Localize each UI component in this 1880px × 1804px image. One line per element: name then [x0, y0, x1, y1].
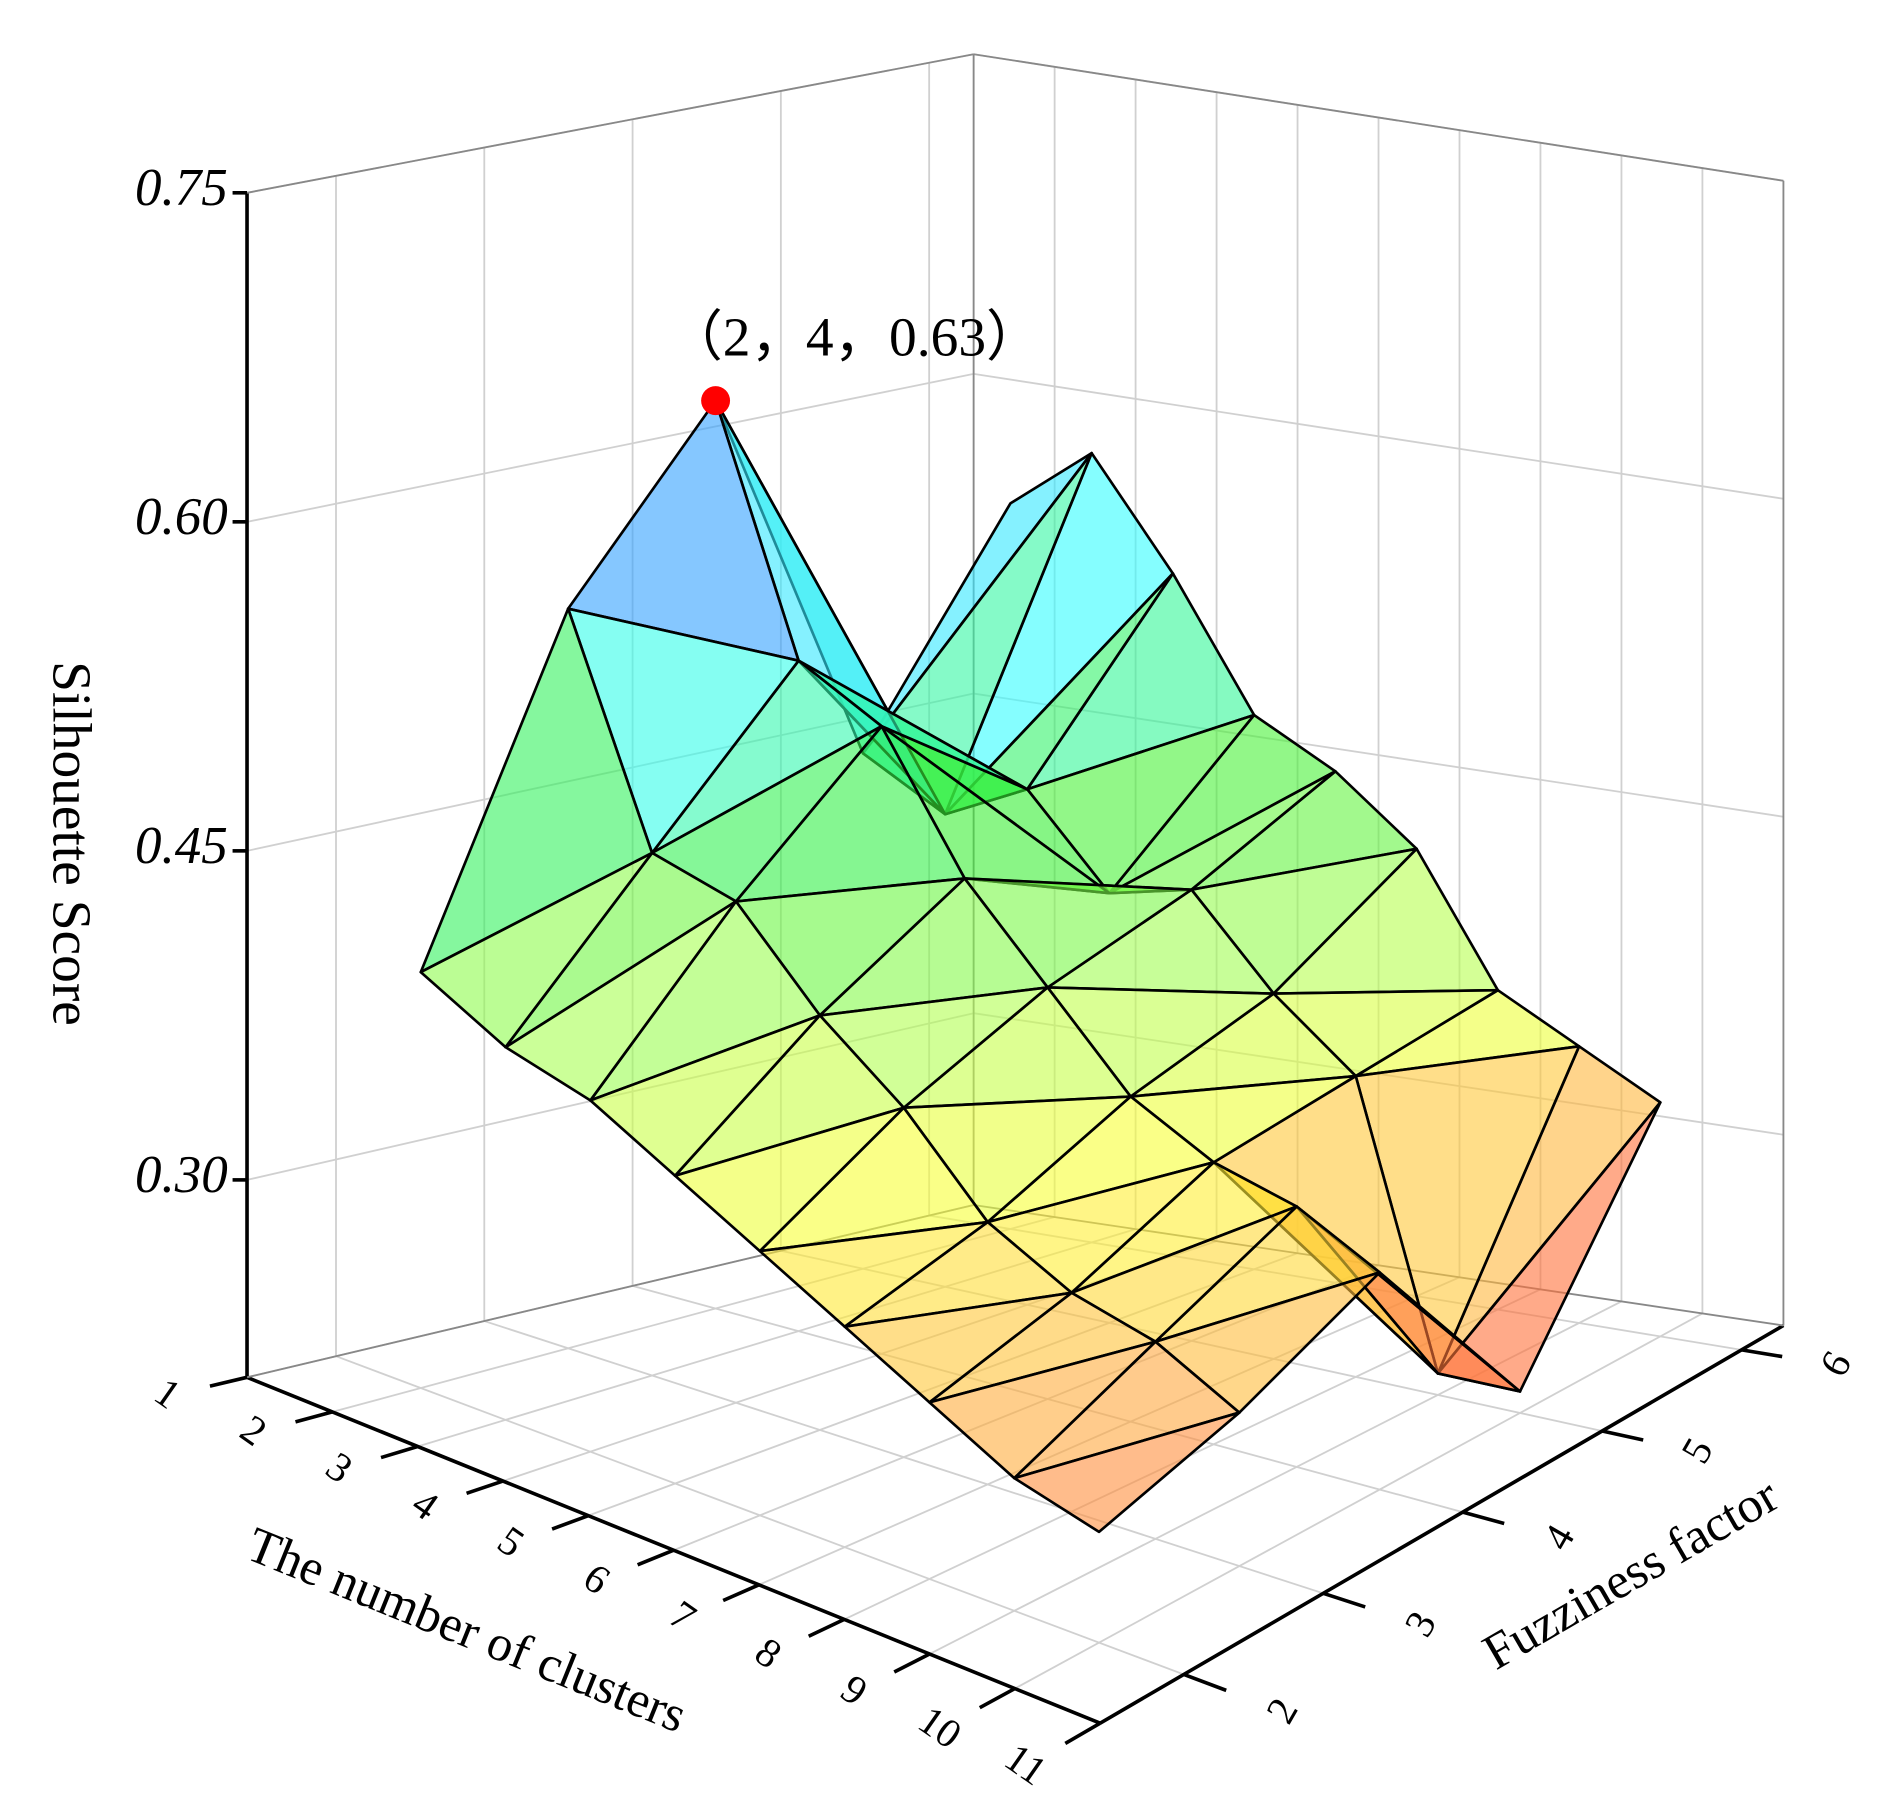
- highlight-label: （2，4，0.63）: [667, 307, 1041, 368]
- x-tick-label: 7: [661, 1591, 704, 1640]
- tick-mark: [295, 1410, 333, 1424]
- z-axis-title: Silhouette Score: [42, 661, 103, 1026]
- y-tick-label: 5: [1672, 1430, 1722, 1471]
- tick-mark: [636, 1548, 675, 1567]
- axis-line: [1099, 1323, 1785, 1725]
- highlight-point: [701, 386, 731, 416]
- tick-mark: [380, 1444, 419, 1460]
- box-edge: [973, 53, 1784, 182]
- surface-facet: [843, 1291, 1073, 1404]
- box-edge: [246, 53, 974, 194]
- grid-line: [335, 1355, 1185, 1676]
- tick-mark: [465, 1479, 504, 1496]
- x-tick-label: 4: [404, 1480, 447, 1529]
- tick-mark: [1741, 1348, 1783, 1359]
- z-tick-label: 0.75: [135, 159, 228, 217]
- z-tick-label: 0.60: [135, 488, 228, 546]
- x-tick-label: 6: [576, 1554, 619, 1603]
- y-tick-label: 2: [1257, 1690, 1307, 1731]
- x-axis-title: The number of clusters: [240, 1516, 695, 1743]
- grid-line: [246, 372, 974, 523]
- tick-mark: [1462, 1510, 1505, 1526]
- surface-facet: [758, 1220, 989, 1328]
- surface-facet: [673, 1106, 906, 1253]
- z-tick-label: 0.45: [135, 817, 228, 875]
- grid-line: [1014, 1312, 1703, 1690]
- tick-mark: [209, 1375, 248, 1388]
- x-tick-label: 9: [833, 1665, 876, 1714]
- z-tick-label: 0.30: [135, 1146, 228, 1204]
- x-tick-label: 2: [232, 1405, 275, 1454]
- tick-mark: [1064, 1721, 1102, 1746]
- x-tick-label: 3: [318, 1442, 361, 1491]
- tick-mark: [722, 1583, 760, 1603]
- x-tick-label: 1: [147, 1368, 190, 1417]
- tick-mark: [1183, 1672, 1227, 1693]
- tick-mark: [1601, 1429, 1644, 1442]
- x-tick-label: 11: [997, 1734, 1056, 1794]
- tick-mark: [807, 1617, 845, 1638]
- x-tick-label: 8: [747, 1628, 790, 1677]
- x-tick-label: 5: [490, 1517, 533, 1566]
- y-tick-label: 6: [1810, 1343, 1860, 1384]
- y-tick-label: 4: [1533, 1517, 1583, 1558]
- surface-facet: [1012, 1411, 1241, 1534]
- surface-facet: [928, 1340, 1157, 1480]
- y-axis-title: Fuzziness factor: [1473, 1466, 1787, 1680]
- grid-line: [484, 1320, 1324, 1595]
- x-tick-label: 10: [910, 1696, 970, 1757]
- surface-facet: [589, 1014, 822, 1178]
- surface-facet: [504, 900, 738, 1102]
- tick-mark: [551, 1513, 589, 1531]
- tick-mark: [1322, 1591, 1366, 1609]
- tick-mark: [893, 1652, 931, 1674]
- tick-mark: [978, 1686, 1016, 1710]
- y-tick-label: 3: [1395, 1603, 1445, 1644]
- surface-facet: [419, 851, 654, 1049]
